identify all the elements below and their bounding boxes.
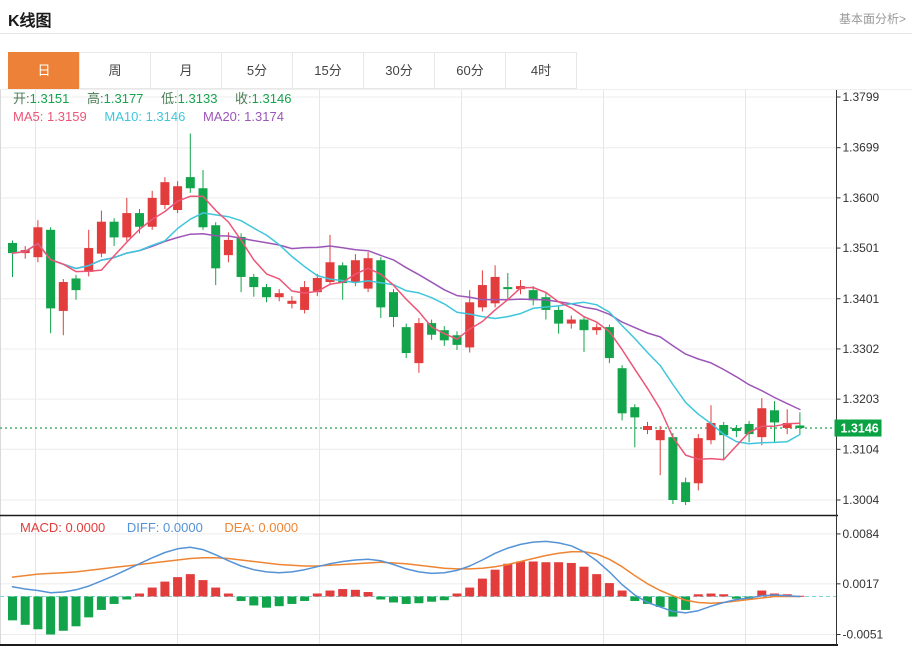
ma10-label: MA10: (104, 109, 142, 124)
ma5-value: 1.3159 (46, 109, 87, 124)
ma5-label: MA5: (13, 109, 44, 124)
tab-15分[interactable]: 15分 (292, 52, 364, 89)
macd-label: MACD: (20, 520, 62, 535)
current-price-badge: 1.3146 (834, 419, 882, 437)
ma-legend-row: MA5: 1.3159 MA10: 1.3146 MA20: 1.3174 (13, 108, 305, 126)
svg-text:1.3146: 1.3146 (841, 422, 879, 436)
page-title: K线图 (8, 13, 52, 30)
svg-text:1.3401: 1.3401 (843, 292, 880, 306)
svg-text:1.3104: 1.3104 (843, 442, 880, 456)
tab-4时[interactable]: 4时 (505, 52, 577, 89)
dea-value: 0.0000 (258, 520, 299, 535)
svg-text:1.3600: 1.3600 (843, 191, 880, 205)
open-value: 1.3151 (29, 91, 70, 106)
ma10-value: 1.3146 (145, 109, 186, 124)
ohlc-legend-row: 开:1.3151 高:1.3177 低:1.3133 收:1.3146 (13, 90, 305, 108)
svg-text:1.3203: 1.3203 (843, 392, 880, 406)
svg-text:-0.0051: -0.0051 (843, 627, 884, 641)
svg-text:0.0084: 0.0084 (843, 527, 880, 541)
svg-text:1.3799: 1.3799 (843, 90, 880, 104)
dea-line (11, 551, 801, 604)
ma20-label: MA20: (202, 109, 241, 124)
ma20-value: 1.3174 (244, 109, 284, 124)
tab-日[interactable]: 日 (8, 52, 80, 89)
ma10-line (11, 212, 801, 445)
svg-text:1.3501: 1.3501 (843, 241, 880, 255)
close-label: 收: (235, 91, 252, 106)
svg-text:1.3004: 1.3004 (843, 493, 880, 507)
diff-line (11, 540, 801, 614)
macd-histogram (8, 561, 805, 635)
high-label: 高: (87, 91, 104, 106)
gridlines (0, 88, 837, 645)
timeframe-tabbar: 日周月 5分 15分 30分 60分 4时 (0, 52, 912, 90)
widget-header: K线图 基本面分析> (0, 0, 912, 34)
diff-value: 0.0000 (163, 520, 203, 535)
macd-legend: MACD: 0.0000 DIFF: 0.0000 DEA: 0.0000 (20, 520, 316, 535)
tab-30分[interactable]: 30分 (363, 52, 435, 89)
svg-text:1.3699: 1.3699 (843, 141, 880, 155)
fundamental-analysis-link[interactable]: 基本面分析> (838, 12, 906, 26)
tab-5分[interactable]: 5分 (221, 52, 293, 89)
macd-value: 0.0000 (65, 520, 106, 535)
svg-text:1.3302: 1.3302 (843, 342, 880, 356)
diff-label: DIFF: (126, 520, 160, 535)
dea-label: DEA: (224, 520, 255, 535)
ohlc-ma-legend: 开:1.3151 高:1.3177 低:1.3133 收:1.3146 MA5:… (13, 90, 305, 126)
low-label: 低: (161, 91, 178, 106)
open-label: 开: (13, 91, 30, 106)
tab-周[interactable]: 周 (79, 52, 151, 89)
svg-text:0.0017: 0.0017 (843, 577, 880, 591)
low-value: 1.3133 (177, 91, 218, 106)
tab-60分[interactable]: 60分 (434, 52, 506, 89)
close-value: 1.3146 (251, 91, 292, 106)
tab-月[interactable]: 月 (150, 52, 222, 89)
high-value: 1.3177 (103, 91, 144, 106)
ma5-line (11, 195, 801, 461)
ma20-line (11, 232, 801, 411)
timeframe-tabs: 日周月 5分 15分 30分 60分 4时 (8, 52, 912, 89)
y-axis-labels: 1.3799 1.3699 1.3600 1.3501 1.3401 1.3302 1.32… (836, 90, 884, 641)
candles-group (8, 133, 805, 506)
